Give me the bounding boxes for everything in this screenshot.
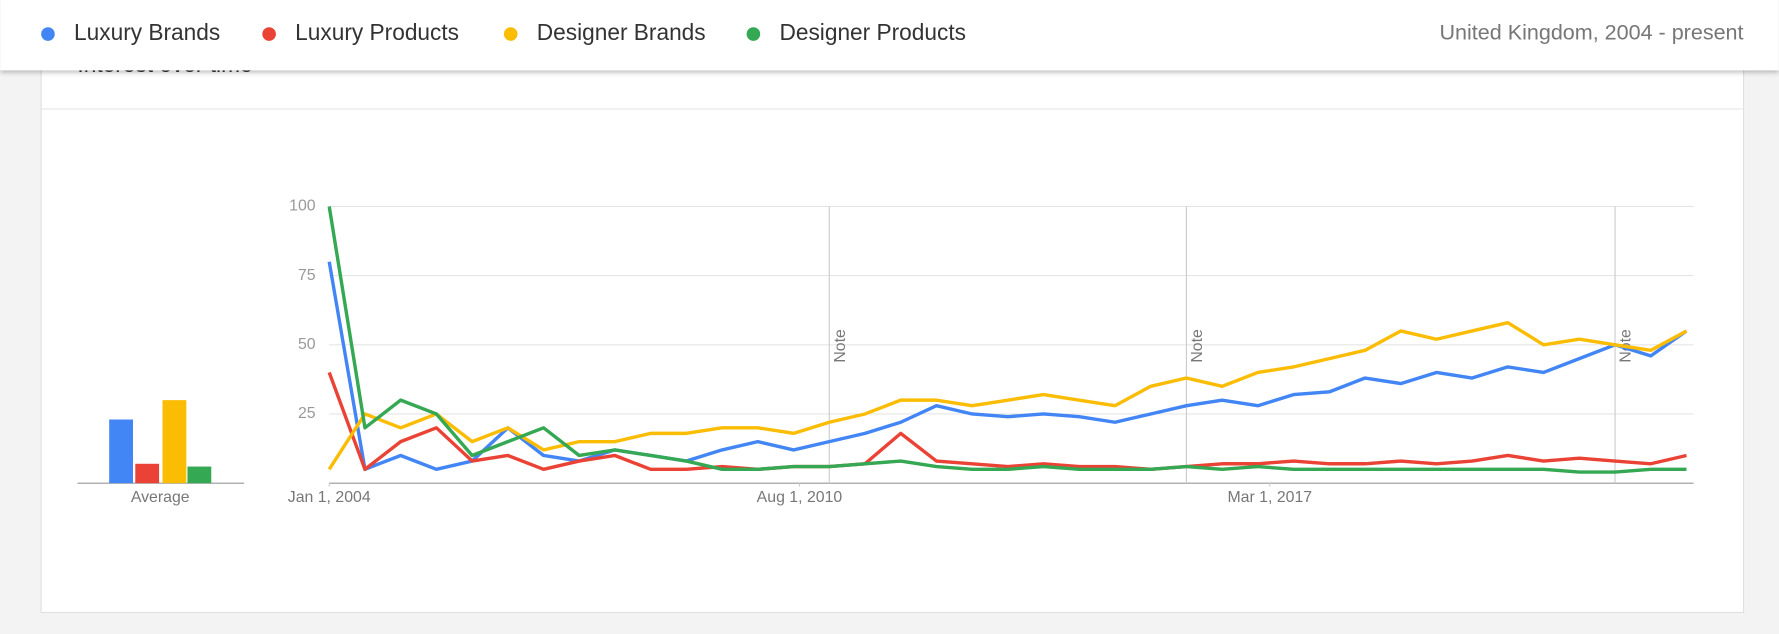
y-tick-label: 50 <box>298 336 316 353</box>
x-tick-label: Aug 1, 2010 <box>757 489 843 506</box>
series-line <box>327 206 1687 474</box>
note-label: Note <box>832 329 849 363</box>
average-bar <box>162 400 187 484</box>
legend-label: Designer Products <box>779 19 966 45</box>
y-tick-label: 75 <box>298 267 316 284</box>
legend-dot <box>262 27 276 41</box>
header-bar <box>0 0 1779 71</box>
y-tick-label: 100 <box>289 198 316 215</box>
legend-dot <box>746 27 761 41</box>
legend-dot <box>41 27 55 41</box>
legend-label: Luxury Products <box>295 19 459 45</box>
series-line <box>327 371 1687 472</box>
series-line <box>327 261 1688 472</box>
legend-label: Designer Brands <box>537 19 706 45</box>
x-tick-label: Mar 1, 2017 <box>1227 489 1312 506</box>
average-label: Average <box>131 489 190 506</box>
average-bar <box>109 419 134 484</box>
average-bar <box>187 466 212 484</box>
card <box>40 44 1745 614</box>
legend-dot <box>503 27 518 41</box>
y-tick-label: 25 <box>298 405 316 422</box>
legend-label: Luxury Brands <box>74 19 220 45</box>
region-label: United Kingdom, 2004 - present <box>1440 21 1744 45</box>
note-label: Note <box>1189 329 1206 363</box>
x-tick-label: Jan 1, 2004 <box>288 489 371 506</box>
average-bar <box>135 463 160 484</box>
series-line <box>327 320 1688 471</box>
